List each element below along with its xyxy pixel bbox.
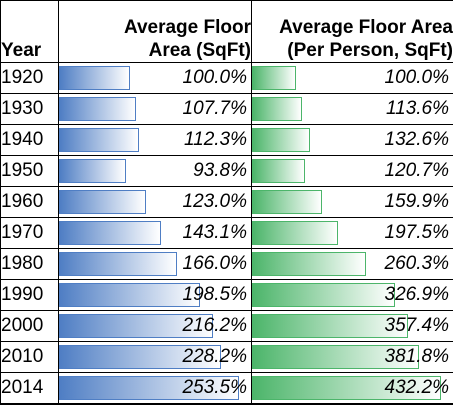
year-cell[interactable]: 1950 (0, 155, 59, 187)
table-body: 1920 100.0% 100.0% 1930 107.7% 113.6% 1940 112.… (0, 62, 453, 405)
floor-area-databar (59, 283, 201, 307)
floor-area-header[interactable]: Average Floor Area (SqFt) (58, 0, 252, 63)
floor-area-header-line1: Average Floor (123, 17, 251, 38)
table-row: 1980 166.0% 260.3% (0, 248, 453, 280)
per-person-value: 381.8% (384, 346, 449, 367)
header-row: Year Average Floor Area (SqFt) Average F… (0, 0, 453, 63)
per-person-databar (252, 128, 310, 152)
table-row: 1950 93.8% 120.7% (0, 155, 453, 187)
floor-area-cell[interactable]: 112.3% (58, 124, 252, 156)
floor-area-databar (59, 221, 161, 245)
table-row: 2010 228.2% 381.8% (0, 341, 453, 373)
floor-area-cell[interactable]: 93.8% (58, 155, 252, 187)
per-person-value: 120.7% (384, 160, 449, 181)
per-person-value: 100.0% (384, 67, 449, 88)
table-row: 1930 107.7% 113.6% (0, 93, 453, 125)
floor-area-databar (59, 97, 136, 121)
per-person-value: 197.5% (384, 222, 449, 243)
floor-area-value: 112.3% (183, 129, 247, 150)
year-cell[interactable]: 1930 (0, 93, 59, 125)
year-cell[interactable]: 1940 (0, 124, 59, 156)
per-person-databar (252, 283, 395, 307)
per-person-value: 159.9% (384, 191, 449, 212)
floor-area-databar (59, 66, 131, 90)
per-person-header-line2: (Per Person, SqFt) (287, 40, 453, 61)
floor-area-databar (59, 252, 178, 276)
per-person-databar (252, 376, 441, 400)
floor-area-value: 198.5% (182, 284, 247, 305)
per-person-header[interactable]: Average Floor Area (Per Person, SqFt) (251, 0, 453, 63)
per-person-databar (252, 345, 419, 369)
year-cell[interactable]: 1960 (0, 186, 59, 218)
per-person-value: 326.9% (384, 284, 449, 305)
floor-area-value: 107.7% (182, 98, 247, 119)
floor-area-cell[interactable]: 100.0% (58, 62, 252, 94)
per-person-header-line1: Average Floor Area (279, 17, 453, 38)
per-person-cell[interactable]: 113.6% (251, 93, 453, 125)
table-row: 1960 123.0% 159.9% (0, 186, 453, 218)
per-person-databar (252, 97, 302, 121)
floor-area-value: 123.0% (182, 191, 247, 212)
floor-area-cell[interactable]: 166.0% (58, 248, 252, 280)
floor-area-value: 216.2% (182, 315, 247, 336)
per-person-value: 432.2% (384, 377, 449, 398)
floor-area-value: 253.5% (182, 377, 247, 398)
per-person-databar (252, 66, 296, 90)
per-person-value: 260.3% (384, 253, 449, 274)
year-cell[interactable]: 1970 (0, 217, 59, 249)
year-header-label: Year (1, 40, 42, 61)
per-person-cell[interactable]: 357.4% (251, 310, 453, 342)
floor-area-databar (59, 159, 126, 183)
year-cell[interactable]: 2000 (0, 310, 59, 342)
floor-area-cell[interactable]: 228.2% (58, 341, 252, 373)
per-person-databar (252, 159, 305, 183)
table-row: 1920 100.0% 100.0% (0, 62, 453, 94)
floor-area-databar (59, 190, 147, 214)
table-row: 1970 143.1% 197.5% (0, 217, 453, 249)
per-person-cell[interactable]: 381.8% (251, 341, 453, 373)
per-person-value: 132.6% (384, 129, 449, 150)
table-row: 2014 253.5% 432.2% (0, 372, 453, 405)
floor-area-cell[interactable]: 216.2% (58, 310, 252, 342)
per-person-cell[interactable]: 120.7% (251, 155, 453, 187)
per-person-databar (252, 314, 409, 338)
table-row: 2000 216.2% 357.4% (0, 310, 453, 342)
floor-area-databar (59, 376, 240, 400)
year-cell[interactable]: 1920 (0, 62, 59, 94)
per-person-cell[interactable]: 260.3% (251, 248, 453, 280)
floor-area-databar (59, 345, 222, 369)
per-person-databar (252, 252, 366, 276)
per-person-cell[interactable]: 326.9% (251, 279, 453, 311)
year-header[interactable]: Year (0, 0, 59, 63)
floor-area-value: 166.0% (182, 253, 247, 274)
per-person-cell[interactable]: 432.2% (251, 372, 453, 405)
per-person-value: 113.6% (385, 98, 449, 119)
floor-area-cell[interactable]: 123.0% (58, 186, 252, 218)
floor-area-cell[interactable]: 253.5% (58, 372, 252, 405)
per-person-databar (252, 190, 322, 214)
table-row: 1990 198.5% 326.9% (0, 279, 453, 311)
floor-area-header-line2: Area (SqFt) (148, 40, 251, 61)
year-cell[interactable]: 1990 (0, 279, 59, 311)
per-person-databar (252, 221, 339, 245)
per-person-value: 357.4% (384, 315, 449, 336)
floor-area-databar (59, 314, 213, 338)
per-person-cell[interactable]: 100.0% (251, 62, 453, 94)
per-person-cell[interactable]: 197.5% (251, 217, 453, 249)
year-cell[interactable]: 2010 (0, 341, 59, 373)
floor-area-value: 143.1% (182, 222, 247, 243)
per-person-cell[interactable]: 132.6% (251, 124, 453, 156)
floor-area-value: 93.8% (193, 160, 247, 181)
year-cell[interactable]: 1980 (0, 248, 59, 280)
floor-area-cell[interactable]: 143.1% (58, 217, 252, 249)
year-cell[interactable]: 2014 (0, 372, 59, 405)
table-row: 1940 112.3% 132.6% (0, 124, 453, 156)
floor-area-cell[interactable]: 107.7% (58, 93, 252, 125)
per-person-cell[interactable]: 159.9% (251, 186, 453, 218)
floor-area-cell[interactable]: 198.5% (58, 279, 252, 311)
floor-area-databar (59, 128, 139, 152)
floor-area-value: 100.0% (182, 67, 247, 88)
floor-area-value: 228.2% (182, 346, 247, 367)
